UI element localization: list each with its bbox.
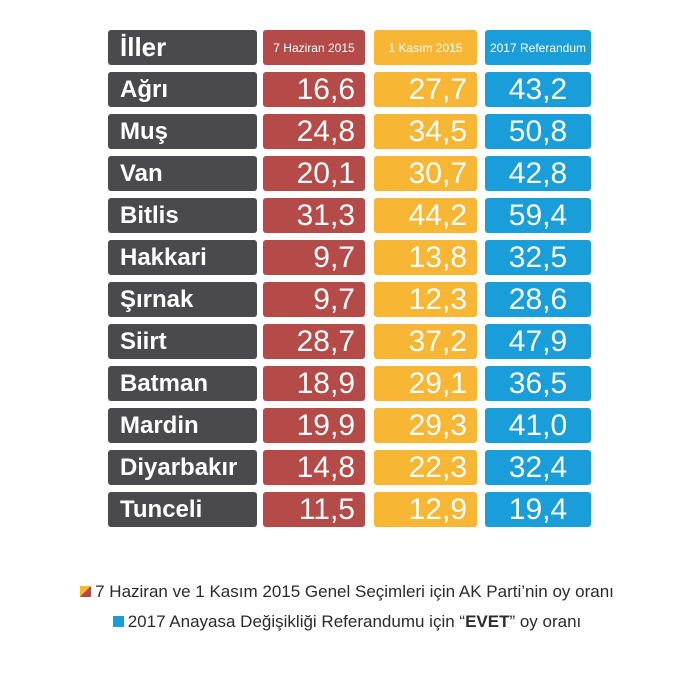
value-7-haziran: 11,5 [263,492,365,527]
value-1-kasim: 22,3 [374,450,477,485]
value-referandum: 36,5 [485,366,591,401]
legend-label-elections: 7 Haziran ve 1 Kasım 2015 Genel Seçimler… [95,582,614,601]
header-row: İller 7 Haziran 2015 1 Kasım 2015 2017 R… [108,30,592,65]
value-1-kasim: 12,9 [374,492,477,527]
header-iller: İller [108,30,257,65]
province-name: Siirt [108,324,257,359]
table-row: Bitlis 31,3 44,2 59,4 [108,198,592,233]
province-name: Tunceli [108,492,257,527]
value-referandum: 50,8 [485,114,591,149]
legend-label-referendum-post: ” oy oranı [509,612,582,631]
value-1-kasim: 27,7 [374,72,477,107]
value-7-haziran: 20,1 [263,156,365,191]
value-referandum: 28,6 [485,282,591,317]
value-1-kasim: 30,7 [374,156,477,191]
value-1-kasim: 12,3 [374,282,477,317]
province-name: Şırnak [108,282,257,317]
blue-swatch-icon [112,616,124,627]
province-name: Van [108,156,257,191]
value-1-kasim: 13,8 [374,240,477,275]
value-1-kasim: 29,3 [374,408,477,443]
value-referandum: 59,4 [485,198,591,233]
province-name: Diyarbakır [108,450,257,485]
value-7-haziran: 24,8 [263,114,365,149]
legend-item-referendum: 2017 Anayasa Değişikliği Referandumu içi… [0,612,694,632]
value-1-kasim: 34,5 [374,114,477,149]
legend-item-elections: 7 Haziran ve 1 Kasım 2015 Genel Seçimler… [0,582,694,602]
table-row: Şırnak 9,7 12,3 28,6 [108,282,592,317]
province-name: Hakkari [108,240,257,275]
results-table: İller 7 Haziran 2015 1 Kasım 2015 2017 R… [108,30,592,534]
legend-label-evet: EVET [465,612,510,631]
table-row: Batman 18,9 29,1 36,5 [108,366,592,401]
value-1-kasim: 29,1 [374,366,477,401]
header-7-haziran: 7 Haziran 2015 [263,30,365,65]
province-name: Muş [108,114,257,149]
header-1-kasim: 1 Kasım 2015 [374,30,477,65]
table-row: Siirt 28,7 37,2 47,9 [108,324,592,359]
table-body: Ağrı 16,6 27,7 43,2 Muş 24,8 34,5 50,8 Van 20,1 30… [108,72,592,527]
value-referandum: 42,8 [485,156,591,191]
province-name: Batman [108,366,257,401]
value-7-haziran: 18,9 [263,366,365,401]
value-referandum: 41,0 [485,408,591,443]
table-row: Ağrı 16,6 27,7 43,2 [108,72,592,107]
value-7-haziran: 9,7 [263,282,365,317]
table-row: Muş 24,8 34,5 50,8 [108,114,592,149]
value-1-kasim: 37,2 [374,324,477,359]
province-name: Mardin [108,408,257,443]
value-7-haziran: 31,3 [263,198,365,233]
table-row: Diyarbakır 14,8 22,3 32,4 [108,450,592,485]
value-referandum: 32,4 [485,450,591,485]
value-7-haziran: 28,7 [263,324,365,359]
split-swatch-icon [80,586,92,597]
table-row: Mardin 19,9 29,3 41,0 [108,408,592,443]
value-referandum: 47,9 [485,324,591,359]
value-7-haziran: 16,6 [263,72,365,107]
table-row: Tunceli 11,5 12,9 19,4 [108,492,592,527]
header-referandum: 2017 Referandum [485,30,591,65]
province-name: Ağrı [108,72,257,107]
value-7-haziran: 14,8 [263,450,365,485]
province-name: Bitlis [108,198,257,233]
table-row: Hakkari 9,7 13,8 32,5 [108,240,592,275]
value-7-haziran: 19,9 [263,408,365,443]
value-referandum: 32,5 [485,240,591,275]
value-1-kasim: 44,2 [374,198,477,233]
table-row: Van 20,1 30,7 42,8 [108,156,592,191]
value-referandum: 19,4 [485,492,591,527]
legend-label-referendum-pre: 2017 Anayasa Değişikliği Referandumu içi… [127,612,466,631]
value-referandum: 43,2 [485,72,591,107]
value-7-haziran: 9,7 [263,240,365,275]
